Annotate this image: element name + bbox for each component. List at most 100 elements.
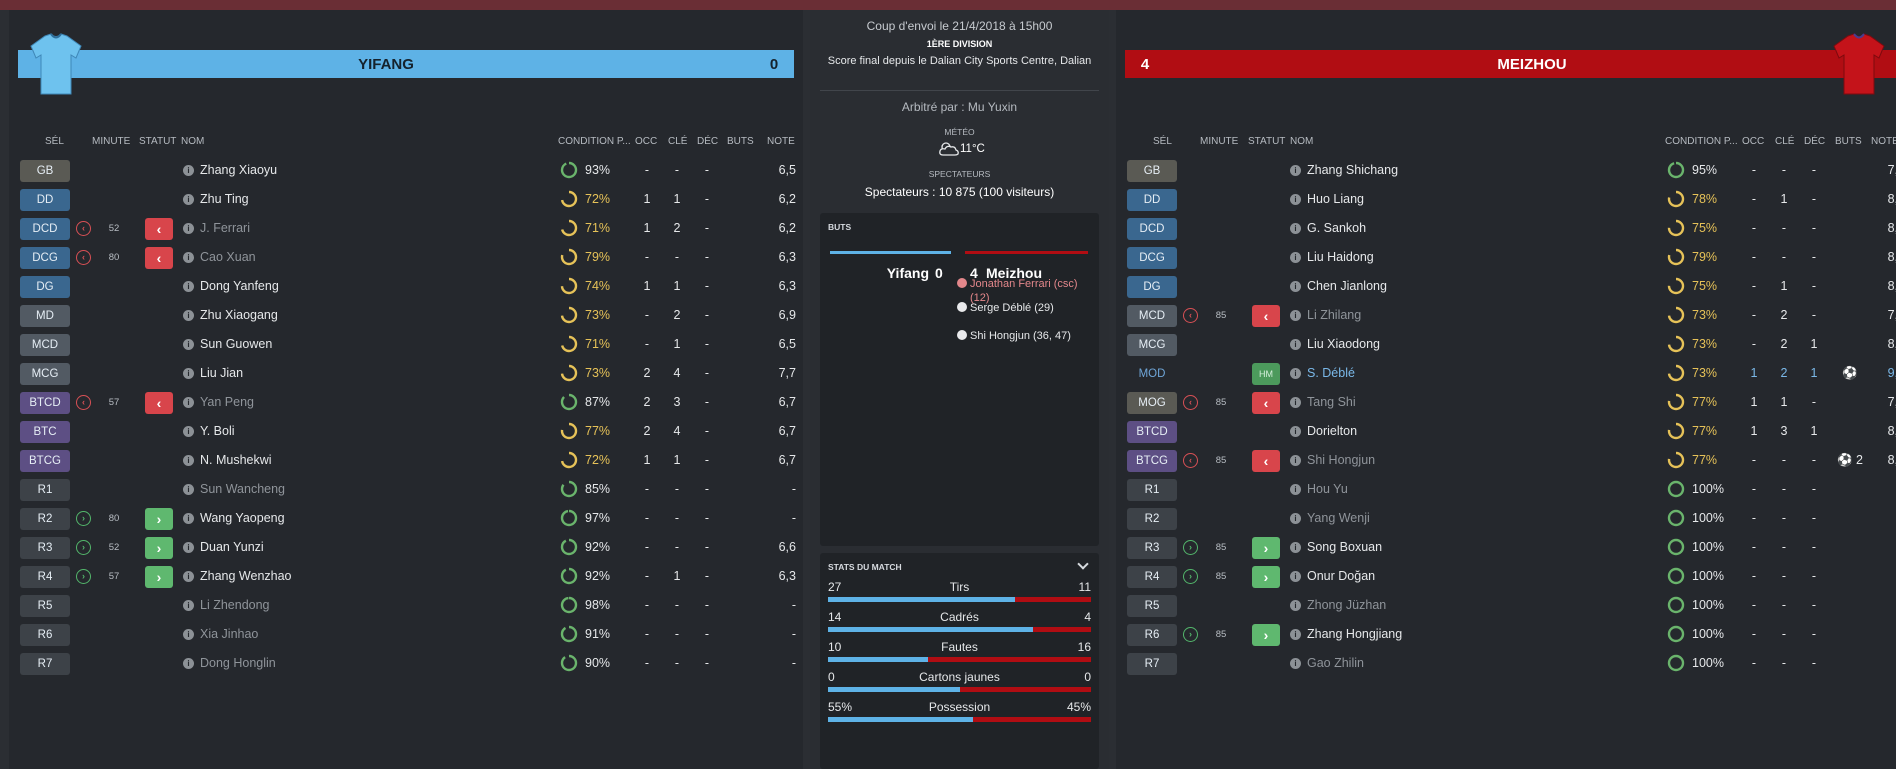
col-cle[interactable]: CLÉ [1775,136,1795,147]
player-row[interactable]: MOG ‹ 85 ‹ i Tang Shi 77% 1 1 - 7,7 [1125,388,1896,417]
position-badge[interactable]: MOG [1127,392,1177,414]
player-name[interactable]: Yan Peng [200,395,254,409]
sub-in-icon[interactable]: › [1252,566,1280,588]
player-row[interactable]: R5 i Li Zhendong 98% - - - - [18,591,803,620]
position-badge[interactable]: MCD [1127,305,1177,327]
position-badge[interactable]: R4 [20,566,70,588]
position-badge[interactable]: R1 [1127,479,1177,501]
player-name[interactable]: Dong Yanfeng [200,279,279,293]
player-name[interactable]: Li Zhendong [200,598,270,612]
player-name[interactable]: Hou Yu [1307,482,1348,496]
info-icon[interactable]: i [183,542,194,553]
sub-out-icon[interactable]: ‹ [1252,305,1280,327]
col-note[interactable]: NOTE [767,136,795,147]
player-row[interactable]: BTCG ‹ 85 ‹ i Shi Hongjun 77% - - - ⚽ 2 8,8 [1125,446,1896,475]
player-name[interactable]: Liu Xiaodong [1307,337,1380,351]
info-icon[interactable]: i [1290,339,1301,350]
info-icon[interactable]: i [1290,310,1301,321]
player-name[interactable]: Dong Honglin [200,656,276,670]
info-icon[interactable]: i [183,397,194,408]
player-name[interactable]: G. Sankoh [1307,221,1367,235]
player-row[interactable]: GB i Zhang Shichang 95% - - - 7,7 [1125,156,1896,185]
position-badge[interactable]: R2 [1127,508,1177,530]
player-row[interactable]: R2 › 80 › i Wang Yaopeng 97% - - - - [18,504,803,533]
sub-out-icon[interactable]: ‹ [1252,450,1280,472]
player-row[interactable]: R2 i Yang Wenji 100% - - - - [1125,504,1896,533]
position-badge[interactable]: R1 [20,479,70,501]
info-icon[interactable]: i [183,194,194,205]
info-icon[interactable]: i [1290,455,1301,466]
info-icon[interactable]: i [1290,194,1301,205]
position-badge[interactable]: DD [20,189,70,211]
position-badge[interactable]: MCG [20,363,70,385]
position-badge[interactable]: DG [1127,276,1177,298]
info-icon[interactable]: i [183,484,194,495]
player-name[interactable]: Chen Jianlong [1307,279,1387,293]
col-statut[interactable]: STATUT [1248,136,1286,147]
player-row[interactable]: MCG i Liu Jian 73% 2 4 - 7,7 [18,359,803,388]
info-icon[interactable]: i [1290,484,1301,495]
position-badge[interactable]: BTCG [1127,450,1177,472]
position-badge[interactable]: BTCG [20,450,70,472]
player-row[interactable]: R7 i Dong Honglin 90% - - - - [18,649,803,678]
player-name[interactable]: Y. Boli [200,424,235,438]
info-icon[interactable]: i [183,600,194,611]
info-icon[interactable]: i [1290,368,1301,379]
info-icon[interactable]: i [1290,658,1301,669]
player-name[interactable]: Yang Wenji [1307,511,1370,525]
info-icon[interactable]: i [183,571,194,582]
info-icon[interactable]: i [1290,629,1301,640]
col-nom[interactable]: NOM [181,136,205,147]
col-statut[interactable]: STATUT [139,136,177,147]
info-icon[interactable]: i [1290,426,1301,437]
info-icon[interactable]: i [183,629,194,640]
player-name[interactable]: Dorielton [1307,424,1358,438]
info-icon[interactable]: i [1290,165,1301,176]
division-label[interactable]: 1ÈRE DIVISION [926,39,993,49]
sub-in-icon[interactable]: › [1252,624,1280,646]
info-icon[interactable]: i [183,426,194,437]
player-row[interactable]: DG i Dong Yanfeng 74% 1 1 - 6,3 [18,272,803,301]
position-badge[interactable]: BTCD [1127,421,1177,443]
chevron-down-icon[interactable] [1077,558,1089,570]
player-name[interactable]: Zhong Jüzhan [1307,598,1387,612]
col-note[interactable]: NOTE [1871,136,1896,147]
position-badge[interactable]: MOD [1138,368,1166,380]
position-badge[interactable]: R6 [1127,624,1177,646]
player-row[interactable]: R1 i Hou Yu 100% - - - - [1125,475,1896,504]
info-icon[interactable]: i [183,281,194,292]
col-occ[interactable]: OCC [1742,136,1765,147]
col-buts[interactable]: BUTS [1835,136,1862,147]
position-badge[interactable]: MCD [20,334,70,356]
col-dec[interactable]: DÉC [1804,136,1826,147]
player-row[interactable]: R1 i Sun Wancheng 85% - - - - [18,475,803,504]
player-name[interactable]: Duan Yunzi [200,540,264,554]
sub-out-icon[interactable]: ‹ [1252,392,1280,414]
position-badge[interactable]: R7 [20,653,70,675]
info-icon[interactable]: i [183,252,194,263]
position-badge[interactable]: BTCD [20,392,70,414]
player-row[interactable]: R3 › 85 › i Song Boxuan 100% - - - - [1125,533,1896,562]
player-row[interactable]: DCG i Liu Haidong 79% - - - 8,0 [1125,243,1896,272]
player-row[interactable]: R4 › 57 › i Zhang Wenzhao 92% - 1 - 6,3 [18,562,803,591]
position-badge[interactable]: R3 [1127,537,1177,559]
player-name[interactable]: N. Mushekwi [200,453,272,467]
goal-scorer[interactable]: Serge Déblé (29) [957,301,1095,315]
goal-scorer[interactable]: Jonathan Ferrari (csc) (12) [957,277,1095,305]
player-name[interactable]: Gao Zhilin [1307,656,1364,670]
col-buts[interactable]: BUTS [727,136,754,147]
player-row[interactable]: BTCD ‹ 57 ‹ i Yan Peng 87% 2 3 - 6,7 [18,388,803,417]
player-row[interactable]: MCG i Liu Xiaodong 73% - 2 1 8,1 [1125,330,1896,359]
col-nom[interactable]: NOM [1290,136,1314,147]
col-minute[interactable]: MINUTE [1200,136,1239,147]
player-row[interactable]: R6 › 85 › i Zhang Hongjiang 100% - - - - [1125,620,1896,649]
player-row[interactable]: GB i Zhang Xiaoyu 93% - - - 6,5 [18,156,803,185]
col-minute[interactable]: MINUTE [92,136,131,147]
player-name[interactable]: Liu Jian [200,366,244,380]
position-badge[interactable]: DCG [1127,247,1177,269]
position-badge[interactable]: DG [20,276,70,298]
col-condition[interactable]: CONDITION P... [1665,136,1738,147]
position-badge[interactable]: DCG [20,247,70,269]
player-name[interactable]: Li Zhilang [1307,308,1362,322]
info-icon[interactable]: i [1290,281,1301,292]
